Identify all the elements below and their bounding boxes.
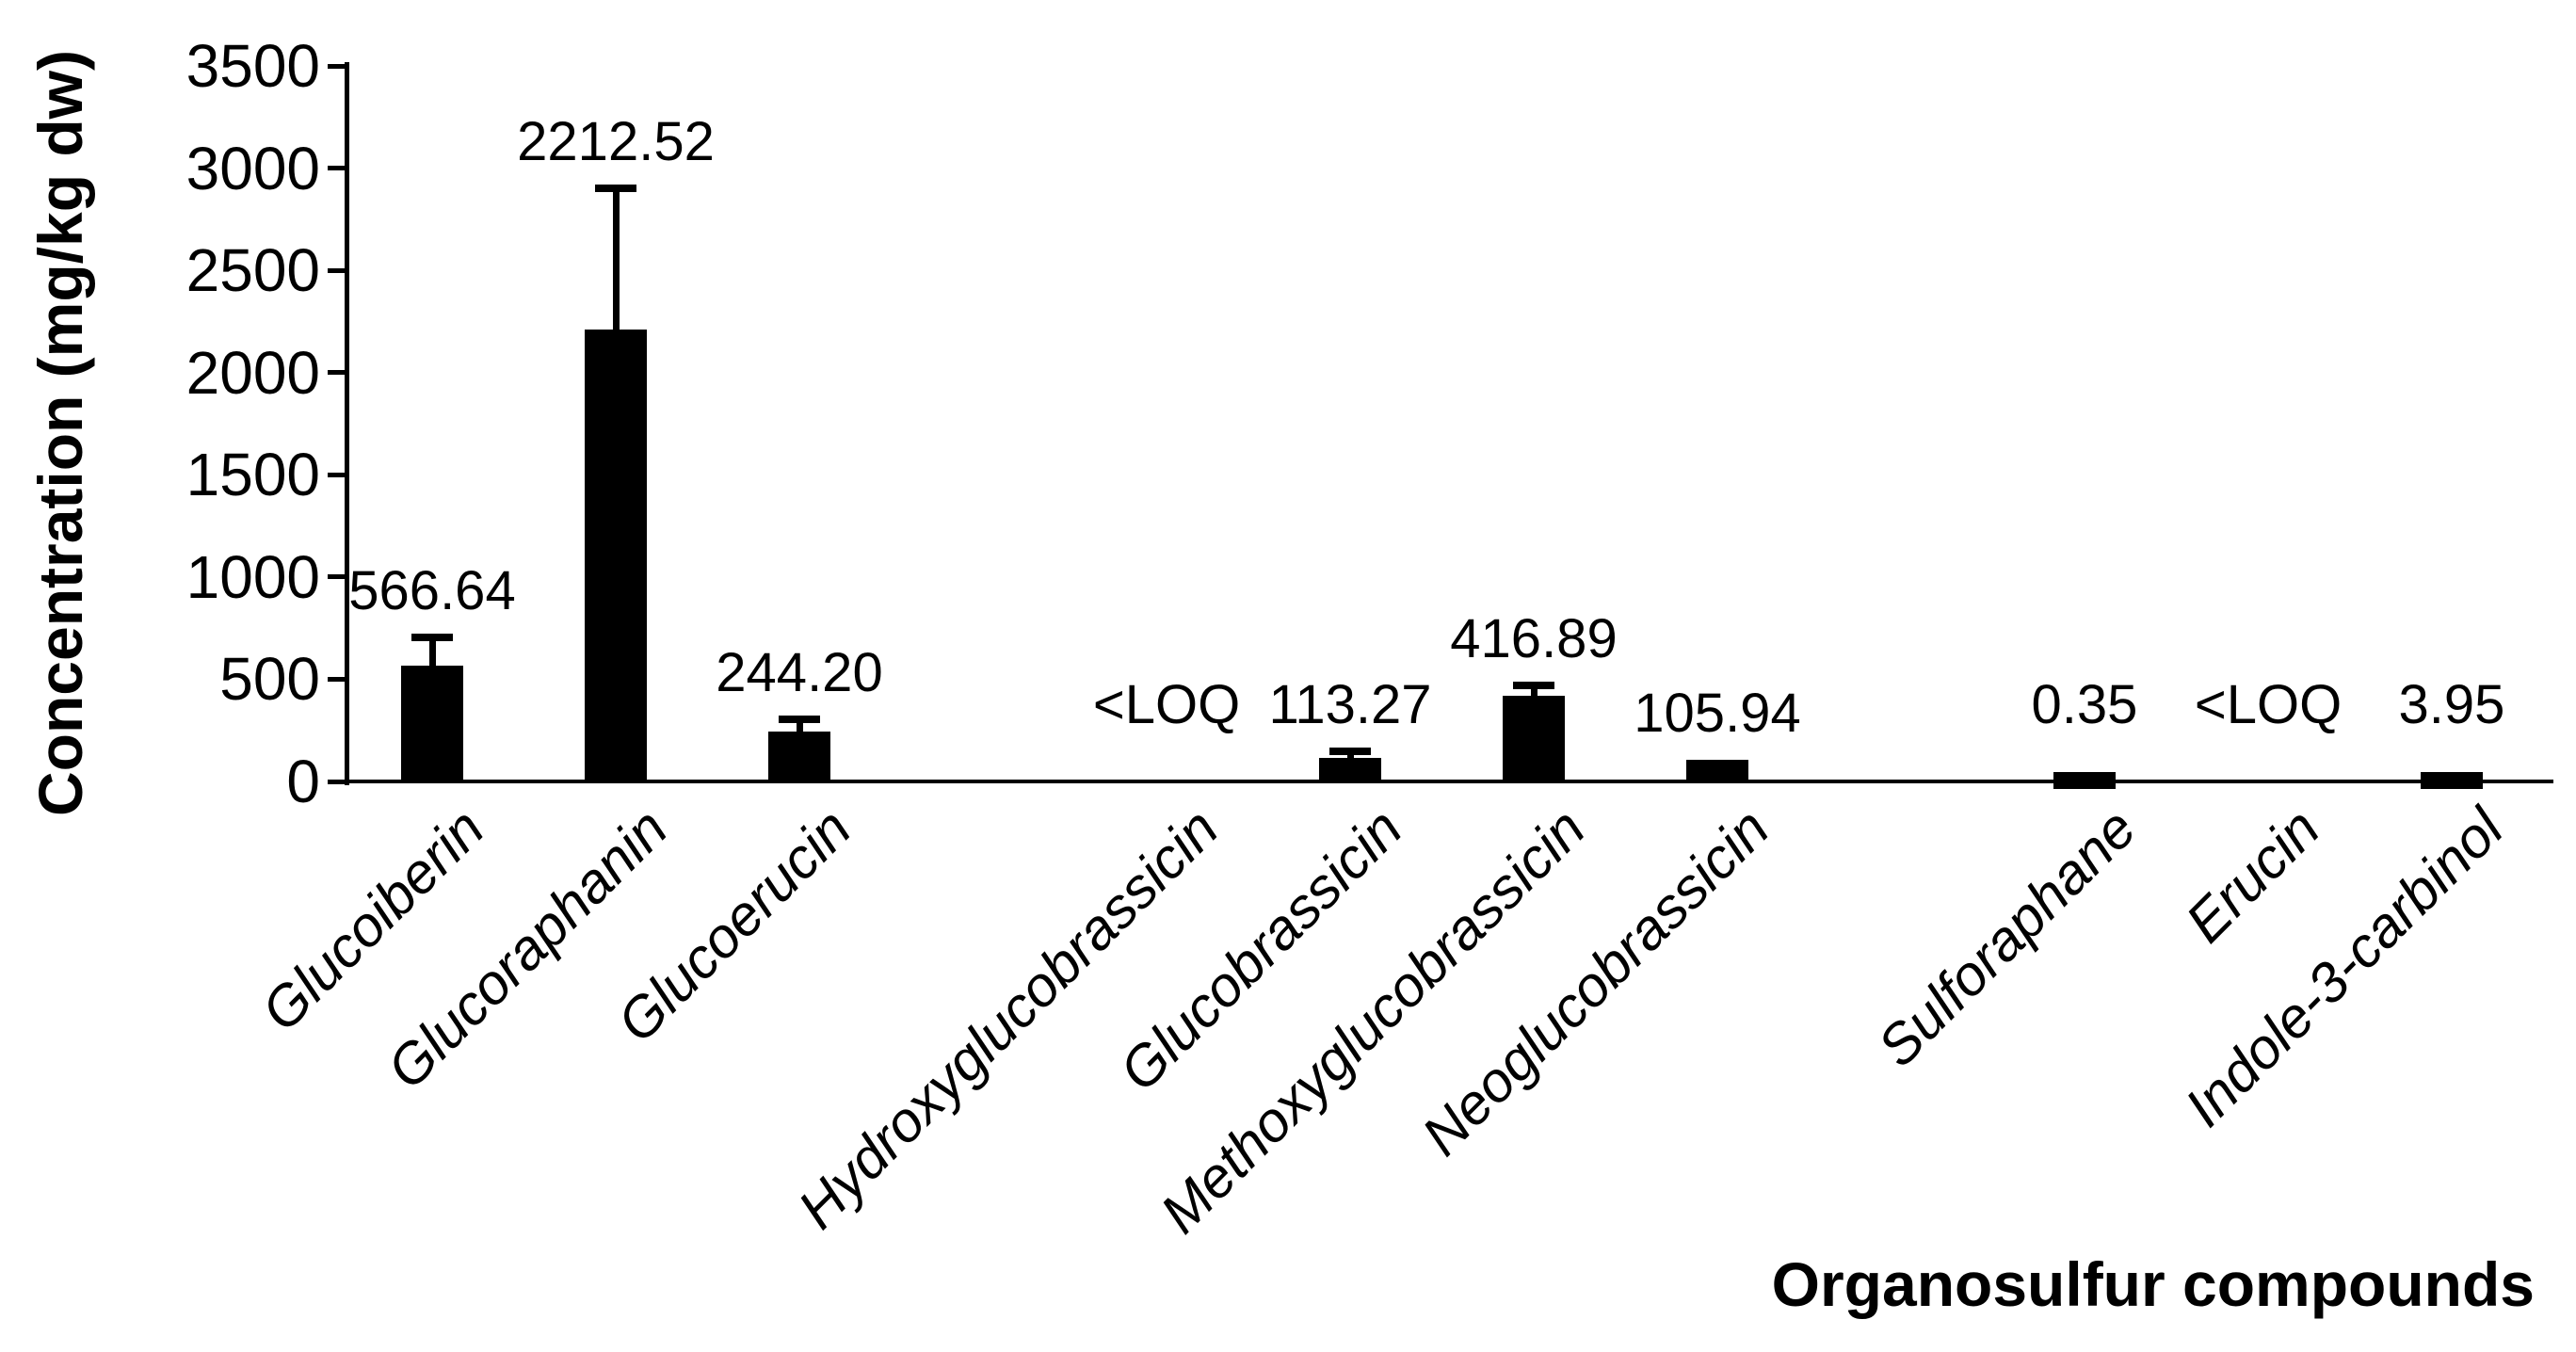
value-label-Methoxyglucobrassicin: 416.89 xyxy=(1450,607,1618,669)
category-label-Sulforaphane: Sulforaphane xyxy=(1865,796,2149,1079)
y-tick-label: 500 xyxy=(219,645,320,714)
value-label-Glucoraphanin: 2212.52 xyxy=(517,110,715,172)
y-tick xyxy=(328,676,348,682)
value-label-Neoglucobrassicin: 105.94 xyxy=(1634,682,1801,744)
error-bar-cap-Methoxyglucobrassicin xyxy=(1513,681,1554,689)
value-label-Sulforaphane: 0.35 xyxy=(2031,674,2138,735)
y-tick-label: 0 xyxy=(286,748,320,815)
y-tick xyxy=(328,166,348,171)
y-tick xyxy=(328,267,348,273)
bar-Indole-3-carbinol xyxy=(2421,772,2483,789)
error-bar-Glucoiberin xyxy=(428,636,436,684)
error-bar-cap-Glucobrassicin xyxy=(1329,747,1371,755)
value-label-Erucin: <LOQ xyxy=(2194,674,2343,735)
x-axis-title: Organosulfur compounds xyxy=(1771,1249,2535,1319)
bar-Neoglucobrassicin xyxy=(1686,759,1748,783)
error-bar-Glucoraphanin xyxy=(612,187,620,348)
error-bar-cap-Glucoerucin xyxy=(779,715,820,723)
bar-Sulforaphane xyxy=(2053,772,2116,789)
value-label-Hydroxyglucobrassicin: <LOQ xyxy=(1092,674,1241,735)
y-tick xyxy=(328,63,348,69)
y-tick xyxy=(328,779,348,784)
y-tick xyxy=(328,472,348,477)
category-label-Neoglucobrassicin: Neoglucobrassicin xyxy=(1409,796,1781,1167)
y-tick-label: 1500 xyxy=(185,441,320,509)
category-label-Erucin: Erucin xyxy=(2173,796,2332,955)
error-bar-Glucoerucin xyxy=(796,718,803,750)
y-tick-label: 2500 xyxy=(185,236,320,305)
bar-Glucoraphanin xyxy=(585,329,647,783)
y-axis-line xyxy=(345,62,349,785)
x-axis-line xyxy=(345,780,2553,783)
y-tick-label: 2000 xyxy=(185,338,320,407)
y-tick xyxy=(328,574,348,580)
y-tick xyxy=(328,370,348,376)
value-label-Glucoiberin: 566.64 xyxy=(348,559,516,621)
value-label-Glucobrassicin: 113.27 xyxy=(1268,673,1432,735)
y-tick-label: 1000 xyxy=(185,542,320,611)
value-label-Indole-3-carbinol: 3.95 xyxy=(2398,674,2505,735)
value-label-Glucoerucin: 244.20 xyxy=(716,641,883,703)
error-bar-Methoxyglucobrassicin xyxy=(1530,684,1538,716)
error-bar-cap-Glucoiberin xyxy=(411,633,453,641)
bar-Glucoiberin xyxy=(401,665,463,783)
category-label-Indole-3-carbinol: Indole-3-carbinol xyxy=(2172,796,2516,1139)
error-bar-Glucobrassicin xyxy=(1346,750,1354,778)
y-axis-title: Concentration (mg/kg dw) xyxy=(25,50,95,816)
y-tick-label: 3500 xyxy=(185,32,320,100)
error-bar-cap-Glucoraphanin xyxy=(595,184,636,192)
y-tick-label: 3000 xyxy=(185,134,320,202)
